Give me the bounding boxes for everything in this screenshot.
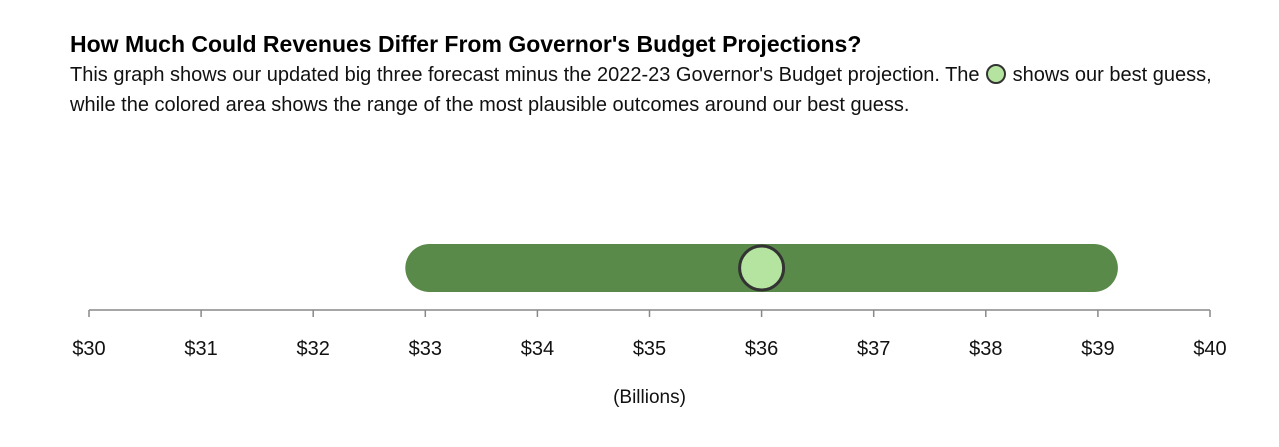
x-tick-label: $35 [633, 338, 666, 360]
x-tick-label: $36 [745, 338, 778, 360]
x-tick-label: $33 [409, 338, 442, 360]
subtitle-text-part2: shows our best guess, while the colored … [70, 64, 1212, 116]
best-guess-marker [738, 244, 786, 292]
chart-header: How Much Could Revenues Differ From Gove… [70, 28, 1220, 120]
best-guess-legend-icon [986, 64, 1007, 84]
chart-title: How Much Could Revenues Differ From Gove… [70, 31, 862, 57]
x-tick-label: $40 [1193, 338, 1226, 360]
x-tick-label: $38 [969, 338, 1002, 360]
x-tick-label: $32 [297, 338, 330, 360]
subtitle-text-part1: This graph shows our updated big three f… [70, 64, 980, 86]
range-layer [405, 244, 1118, 292]
x-tick-label: $39 [1081, 338, 1114, 360]
x-tick-label: $30 [72, 338, 105, 360]
x-tick-label: $34 [521, 338, 554, 360]
x-tick-label: $37 [857, 338, 890, 360]
x-axis: $30 $31 $32 $33 $34 $35 $36 $37 $38 $39 $40 [72, 309, 1227, 360]
x-axis-title: (Billions) [613, 387, 686, 408]
x-tick-label: $31 [184, 338, 217, 360]
chart-subtitle: This graph shows our updated big three f… [70, 60, 1220, 120]
